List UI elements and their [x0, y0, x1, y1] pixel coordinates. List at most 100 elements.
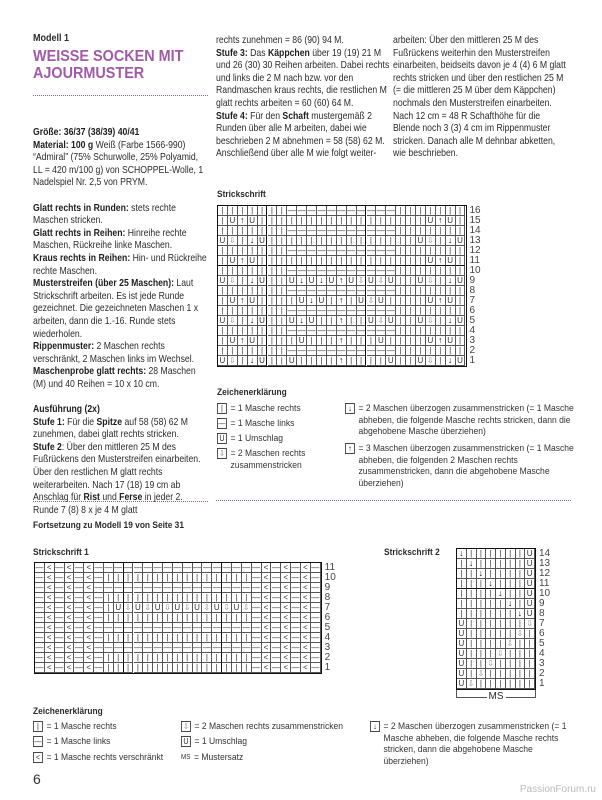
row-number: 3 [324, 642, 331, 653]
ssk-symbol: ↓ [317, 276, 327, 286]
knit-stitch-symbol: | [237, 226, 248, 236]
row-number: 2 [539, 668, 545, 679]
knit-stitch-symbol: | [212, 663, 223, 673]
purl-stitch-symbol: — [271, 633, 282, 643]
purl-stitch-symbol: — [297, 206, 308, 216]
knit-stitch-symbol: | [227, 306, 238, 316]
purl-stitch-symbol: — [202, 623, 213, 633]
purl-stitch-symbol: — [291, 653, 301, 663]
ssk-symbol: ↓ [445, 236, 456, 246]
purl-stitch-symbol: — [74, 643, 85, 653]
purl-stitch-symbol: — [291, 613, 301, 623]
knit-stitch-symbol: | [267, 296, 278, 306]
yarn-over-symbol: U [326, 276, 337, 286]
k2tog-symbol: ⇩ [143, 603, 154, 613]
purl-stitch-symbol: — [307, 226, 317, 236]
purl-stitch-symbol: — [74, 583, 85, 593]
row-number: 3 [469, 335, 476, 346]
twisted-knit-symbol: < [281, 653, 292, 663]
knit-stitch-symbol: | [212, 573, 223, 583]
yarn-over-symbol: U [455, 276, 466, 286]
yarn-over-symbol: U [297, 296, 308, 306]
knit-stitch-symbol: | [356, 316, 367, 326]
knit-stitch-symbol: | [247, 246, 258, 256]
purl-stitch-symbol: — [172, 643, 183, 653]
purl-stitch-symbol: — [336, 306, 347, 316]
twisted-knit-symbol: < [261, 663, 272, 673]
knit-stitch-symbol: | [505, 629, 516, 639]
repeat-label: MS [486, 691, 506, 702]
knit-stitch-symbol: | [277, 276, 288, 286]
knit-stitch-symbol: | [346, 336, 357, 346]
text-run: auf 58 (58) 62 M zunehmen, dabei glatt r… [33, 416, 188, 441]
purl-stitch-symbol: — [35, 593, 45, 603]
purl-stitch-symbol: — [326, 246, 337, 256]
knit-stitch-symbol: | [237, 266, 248, 276]
bold-term: Ausführung (2x) [33, 404, 100, 416]
purl-stitch-symbol: — [271, 563, 282, 573]
twisted-knit-symbol: < [300, 563, 311, 573]
chart-grid: — < — < — < — — — — — — — — — — — — — — — — — < — < — < —11— < — < — < — | |… [34, 562, 336, 674]
sk2p-symbol: ↑ [336, 276, 347, 286]
knit-stitch-symbol: | [218, 246, 228, 256]
knit-stitch-symbol: | [257, 216, 268, 226]
knit-stitch-symbol: | [486, 599, 496, 609]
knit-stitch-symbol: | [336, 216, 347, 226]
knit-stitch-symbol: | [113, 573, 124, 583]
yarn-over-symbol: U [307, 316, 317, 326]
knit-stitch-symbol: | [406, 326, 416, 336]
knit-stitch-symbol: | [425, 326, 436, 336]
knit-stitch-symbol: | [326, 236, 337, 246]
knit-stitch-symbol: | [486, 549, 496, 559]
knit-stitch-symbol: | [257, 286, 268, 296]
purl-stitch-symbol: — [182, 583, 193, 593]
knit-stitch-symbol: | [172, 593, 183, 603]
purl-stitch-symbol: — [297, 246, 308, 256]
twisted-knit-symbol: < [64, 633, 75, 643]
knit-stitch-symbol: | [218, 296, 228, 306]
twisted-knit-symbol: < [84, 633, 95, 643]
knit-stitch-symbol: | [103, 603, 114, 613]
twisted-knit-symbol: < [84, 613, 95, 623]
sk2p-symbol: ↑ [336, 296, 347, 306]
knit-stitch-symbol: | [356, 336, 367, 346]
ssk-symbol: ↓ [247, 236, 258, 246]
knit-stitch-symbol: | [143, 663, 154, 673]
purl-stitch-symbol: — [35, 623, 45, 633]
legend-text: = Mustersatz [194, 752, 244, 763]
yarn-over-symbol: U [525, 609, 535, 619]
row-number: 1 [324, 662, 331, 673]
row-number: 4 [324, 632, 331, 643]
twisted-knit-symbol: < [84, 603, 95, 613]
knit-stitch-symbol: | [406, 336, 416, 346]
purl-stitch-symbol: — [113, 583, 124, 593]
twisted-knit-symbol: < [300, 593, 311, 603]
knit-stitch-symbol: | [218, 216, 228, 226]
knit-stitch-symbol: | [445, 266, 456, 276]
knit-stitch-symbol: | [396, 306, 407, 316]
sk2p-symbol: ↑ [237, 256, 248, 266]
knit-stitch-symbol: | [406, 266, 416, 276]
yarn-over-symbol: U [133, 603, 144, 613]
knit-stitch-symbol: | [133, 613, 144, 623]
knit-stitch-symbol: | [396, 336, 407, 346]
purl-stitch-symbol: — [346, 346, 357, 356]
knit-stitch-symbol: | [435, 346, 446, 356]
knit-stitch-symbol: | [356, 216, 367, 226]
twisted-knit-symbol: < [84, 583, 95, 593]
purl-stitch-symbol: — [336, 266, 347, 276]
knit-stitch-symbol: | [123, 573, 134, 583]
knit-stitch-symbol: | [113, 593, 124, 603]
k2tog-symbol: ⇩ [222, 603, 232, 613]
purl-stitch-symbol: — [376, 246, 387, 256]
purl-stitch-symbol: — [386, 226, 397, 236]
row-number: 7 [539, 618, 545, 629]
instructions-middle-column: rechts zunehmen = 86 (90) 94 M. Stufe 3: … [216, 35, 391, 161]
yarn-over-symbol: U [416, 276, 426, 286]
knit-stitch-symbol: | [346, 236, 357, 246]
paragraph: Stufe 4: Für den Schaft mustergemäß 2 Ru… [216, 111, 391, 161]
row-number: 7 [324, 602, 331, 613]
knit-stitch-symbol: | [496, 659, 506, 669]
purl-stitch-symbol: — [271, 663, 282, 673]
knit-stitch-symbol: | [163, 573, 173, 583]
